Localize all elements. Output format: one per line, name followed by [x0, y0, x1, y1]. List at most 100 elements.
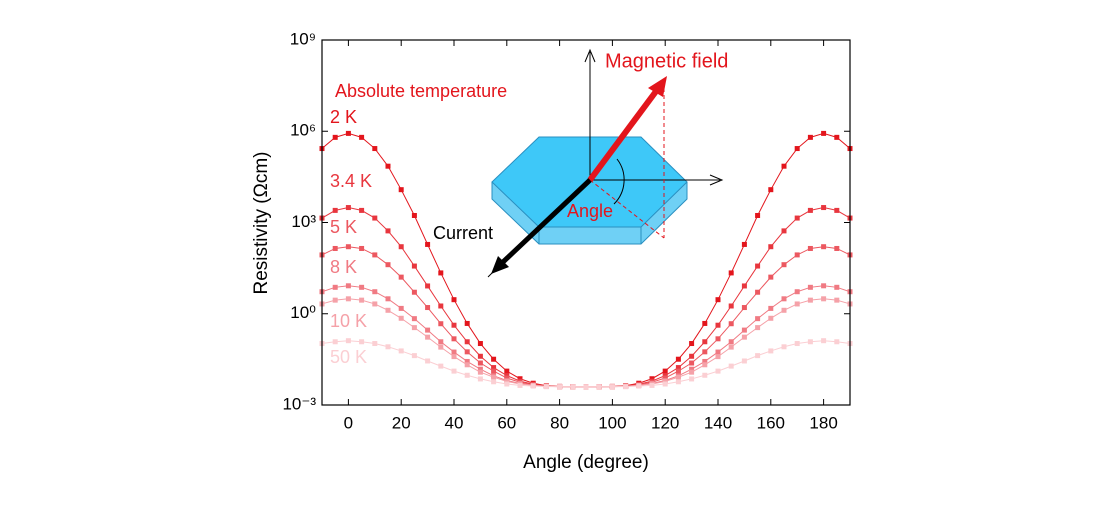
data-point — [464, 320, 470, 326]
legend-label: 3.4 K — [330, 171, 372, 191]
data-point — [702, 358, 708, 364]
data-point — [425, 283, 431, 289]
data-point — [728, 339, 734, 345]
data-point — [821, 244, 827, 250]
arrow-head — [709, 174, 724, 186]
data-point — [834, 297, 840, 303]
data-point — [491, 365, 497, 371]
data-point — [385, 344, 391, 350]
data-point — [438, 339, 444, 345]
data-point — [411, 325, 417, 331]
data-point — [504, 378, 510, 384]
data-point — [372, 146, 378, 152]
y-tick-label: 10⁰ — [290, 303, 316, 322]
data-point — [807, 339, 813, 345]
data-point — [464, 372, 470, 378]
data-point — [332, 207, 338, 213]
data-point — [385, 296, 391, 302]
data-point — [702, 349, 708, 355]
data-point — [451, 368, 457, 374]
data-point — [702, 320, 708, 326]
data-point — [768, 305, 774, 311]
data-point — [715, 349, 721, 355]
data-point — [477, 341, 483, 347]
data-point — [675, 356, 681, 362]
data-point — [689, 353, 695, 359]
data-point — [794, 146, 800, 152]
data-point — [464, 362, 470, 368]
data-point — [741, 334, 747, 340]
data-point — [741, 241, 747, 247]
series-line — [321, 298, 851, 388]
data-point — [794, 301, 800, 307]
data-point — [372, 252, 378, 258]
current-arrow-line — [487, 261, 504, 278]
data-point — [464, 358, 470, 364]
data-point — [385, 228, 391, 234]
data-point — [411, 289, 417, 295]
data-point — [477, 366, 483, 372]
data-point — [609, 384, 615, 390]
data-point — [821, 283, 827, 289]
data-point — [332, 134, 338, 140]
data-point — [821, 205, 827, 211]
inset-diagram: Magnetic field Angle Current — [433, 48, 728, 278]
data-point — [781, 228, 787, 234]
legend-label: 2 K — [330, 107, 357, 127]
data-point — [438, 363, 444, 369]
data-point — [715, 336, 721, 342]
data-point — [662, 368, 668, 374]
data-point — [781, 262, 787, 268]
data-point — [636, 383, 642, 389]
data-point — [662, 378, 668, 384]
arrow-head — [648, 76, 667, 97]
data-point — [781, 163, 787, 169]
data-point — [702, 372, 708, 378]
series-line — [321, 285, 851, 388]
data-point — [794, 215, 800, 221]
data-point — [398, 274, 404, 280]
data-point — [834, 134, 840, 140]
data-point — [689, 376, 695, 382]
data-point — [689, 366, 695, 372]
y-tick-label: 10⁹ — [290, 29, 316, 48]
data-point — [425, 327, 431, 333]
data-point — [741, 358, 747, 364]
data-point — [385, 307, 391, 313]
x-tick-label: 20 — [392, 413, 411, 432]
data-point — [332, 245, 338, 251]
data-point — [755, 353, 761, 359]
data-point — [359, 207, 365, 213]
data-point — [781, 344, 787, 350]
x-tick-label: 120 — [651, 413, 679, 432]
data-point — [755, 289, 761, 295]
data-point — [596, 384, 602, 390]
data-point — [451, 354, 457, 360]
data-point — [491, 356, 497, 362]
data-point — [807, 245, 813, 251]
data-point — [781, 296, 787, 302]
data-point — [741, 283, 747, 289]
data-point — [768, 274, 774, 280]
data-point — [570, 384, 576, 390]
data-point — [491, 368, 497, 374]
field-arrow — [587, 88, 660, 182]
data-point — [807, 284, 813, 290]
data-point — [715, 368, 721, 374]
data-point — [821, 338, 827, 344]
x-tick-label: 160 — [757, 413, 785, 432]
data-point — [372, 341, 378, 347]
data-point — [411, 353, 417, 359]
data-point — [438, 344, 444, 350]
annotation: Angle — [567, 201, 613, 221]
legend-label: 8 K — [330, 257, 357, 277]
data-point — [755, 325, 761, 331]
data-point — [675, 368, 681, 374]
data-point — [385, 262, 391, 268]
data-point — [345, 283, 351, 289]
data-point — [491, 379, 497, 385]
legend-label: 10 K — [330, 311, 367, 331]
data-point — [332, 339, 338, 345]
